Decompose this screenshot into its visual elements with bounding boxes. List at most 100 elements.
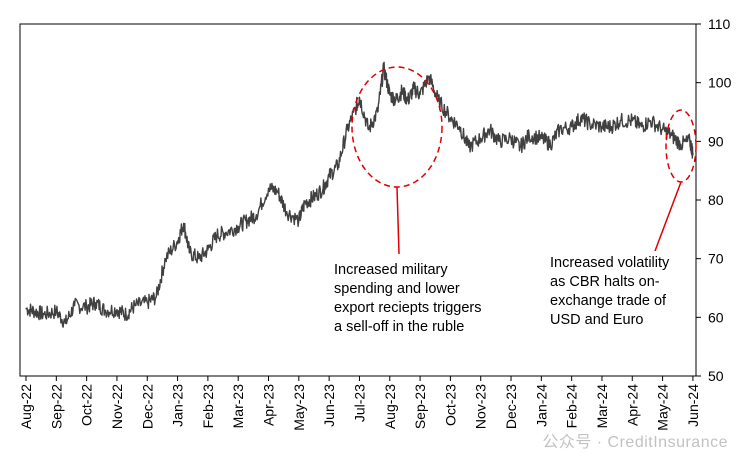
annotation-2-text: Increased volatility as CBR halts on- ex… [550, 255, 673, 328]
x-tick-label: Apr-23 [261, 384, 277, 426]
x-tick-label: Jan-23 [170, 384, 186, 427]
x-tick-label: Dec-23 [503, 384, 519, 429]
series-point [267, 187, 270, 189]
series-point [395, 99, 397, 101]
y-tick-label: 60 [708, 309, 724, 325]
series-point [64, 322, 67, 324]
annotation-1-pointer-line [396, 186, 400, 255]
series-point [407, 99, 409, 101]
series-point [346, 129, 348, 131]
annotation-1-text: Increased military spending and lower ex… [334, 262, 486, 335]
series-point [571, 126, 573, 128]
x-tick-label: May-23 [291, 384, 307, 431]
series-point [401, 90, 403, 93]
y-tick-label: 100 [708, 75, 732, 91]
series-point [510, 137, 512, 139]
series-point [498, 140, 500, 142]
x-tick-label: May-24 [655, 384, 671, 431]
series-point [413, 87, 415, 90]
x-tick-label: Jun-23 [321, 384, 337, 427]
series-point [358, 96, 361, 98]
series-point [619, 120, 621, 122]
annotation-1-line-1: Increased military [334, 262, 448, 278]
annotation-2-line-3: exchange trade of [550, 293, 667, 309]
series-point [337, 164, 339, 166]
series-point [207, 249, 209, 251]
series-point [134, 305, 136, 307]
series-point [449, 117, 451, 119]
series-point [631, 120, 633, 122]
series-point [389, 93, 391, 95]
y-axis: 50 60 70 80 90 100 110 [696, 16, 732, 384]
series-point [198, 258, 200, 260]
series-point [286, 211, 288, 213]
series-point [419, 93, 421, 95]
series-point [322, 187, 324, 189]
x-tick-label: Mar-23 [230, 384, 246, 429]
x-tick-label: Apr-24 [624, 384, 640, 426]
series-point [146, 302, 148, 304]
series-point [183, 222, 185, 225]
series-point [189, 252, 191, 254]
y-tick-label: 80 [708, 192, 724, 208]
series-point [86, 306, 88, 308]
x-tick-label: Sep-22 [48, 384, 64, 429]
x-tick-label: Mar-24 [594, 384, 610, 429]
series-point [73, 305, 76, 307]
series-point [277, 190, 279, 192]
annotation-2-pointer-line [654, 181, 682, 252]
series-point [540, 137, 542, 139]
series-point [661, 129, 664, 131]
annotations: Increased military spending and lower ex… [334, 66, 697, 335]
series-point [480, 137, 482, 139]
series-point [640, 126, 642, 128]
series-point [225, 231, 227, 233]
x-tick-label: Feb-24 [564, 384, 580, 429]
series-point [237, 225, 239, 227]
series-point [649, 120, 652, 122]
series-point [519, 146, 521, 148]
x-tick-label: Jun-24 [685, 384, 701, 427]
series-point [176, 240, 179, 242]
x-tick-label: Oct-22 [79, 384, 95, 426]
series-point [164, 258, 167, 260]
series-point [125, 313, 127, 315]
x-tick-label: Sep-23 [412, 384, 428, 429]
series-point [55, 310, 57, 313]
series-point [467, 146, 470, 148]
series-point [692, 152, 694, 154]
series-point [549, 143, 552, 145]
series-point [489, 129, 491, 131]
series-point [25, 307, 27, 310]
series-point [155, 296, 157, 298]
watermark: 公众号 · CreditInsurance [542, 434, 728, 451]
annotation-1-line-3: export reciepts triggers [334, 300, 481, 316]
annotation-2-line-2: as CBR halts on- [550, 274, 660, 290]
series-point [298, 219, 300, 222]
y-tick-label: 50 [708, 368, 724, 384]
series-point [680, 143, 682, 145]
series-point [367, 129, 370, 131]
series-group [25, 61, 694, 328]
series-line [25, 61, 694, 328]
series-point [34, 310, 36, 313]
x-tick-label: Aug-22 [18, 384, 34, 429]
annotation-2-line-4: USD and Euro [550, 312, 644, 328]
series-point [313, 196, 315, 198]
x-tick-label: Dec-22 [139, 384, 155, 429]
series-point [255, 214, 257, 216]
annotation-1-highlight-ellipse [351, 66, 443, 188]
x-tick-label: Jul-23 [351, 384, 367, 422]
series-point [558, 129, 561, 131]
x-tick-label: Feb-23 [200, 384, 216, 429]
series-point [601, 126, 603, 128]
x-tick-label: Nov-22 [109, 384, 125, 429]
series-point [304, 202, 306, 204]
series-point [355, 105, 358, 107]
x-tick-label: Jan-24 [533, 384, 549, 427]
series-point [246, 219, 248, 222]
series-point [43, 313, 45, 315]
annotation-1-line-2: spending and lower [334, 281, 460, 297]
y-tick-label: 70 [708, 251, 724, 267]
